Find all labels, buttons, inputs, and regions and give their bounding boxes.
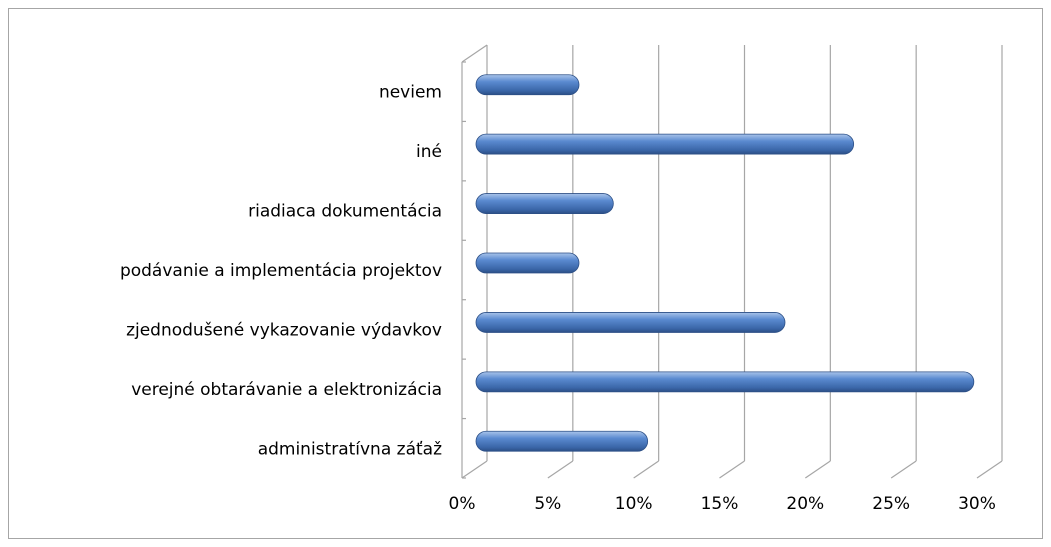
left-wall-edge: [461, 44, 488, 63]
y-tick-label: podávanie a implementácia projektov: [120, 261, 442, 281]
floor-line: [976, 460, 1003, 479]
bar: [475, 193, 614, 214]
x-tick-label: 25%: [872, 494, 910, 514]
x-tick-label: 0%: [449, 494, 476, 514]
y-tick-label: zjednodušené vykazovanie výdavkov: [126, 320, 442, 340]
floor-line: [547, 460, 574, 479]
floor-line: [719, 460, 745, 479]
bar: [475, 133, 855, 155]
x-tick-label: 15%: [701, 494, 739, 514]
bar: [475, 312, 786, 333]
y-tick-label: verejné obtarávanie a elektronizácia: [131, 380, 442, 400]
x-tick-label: 10%: [615, 494, 653, 514]
x-tick-label: 5%: [534, 494, 561, 514]
y-tick-label: neviem: [379, 83, 442, 103]
x-tick-label: 30%: [958, 494, 996, 514]
floor-line: [804, 460, 831, 479]
y-tick-label: riadiaca dokumentácia: [248, 202, 442, 222]
y-tick-label: iné: [416, 142, 442, 162]
y-tick-label: administratívna záťaž: [258, 439, 442, 459]
bar: [475, 74, 580, 96]
bar: [475, 371, 975, 393]
bar: [475, 252, 580, 274]
bar: [475, 430, 649, 452]
floor-line: [890, 460, 917, 479]
x-tick-label: 20%: [786, 494, 824, 514]
floor-line: [461, 460, 488, 479]
floor-line: [633, 460, 660, 479]
